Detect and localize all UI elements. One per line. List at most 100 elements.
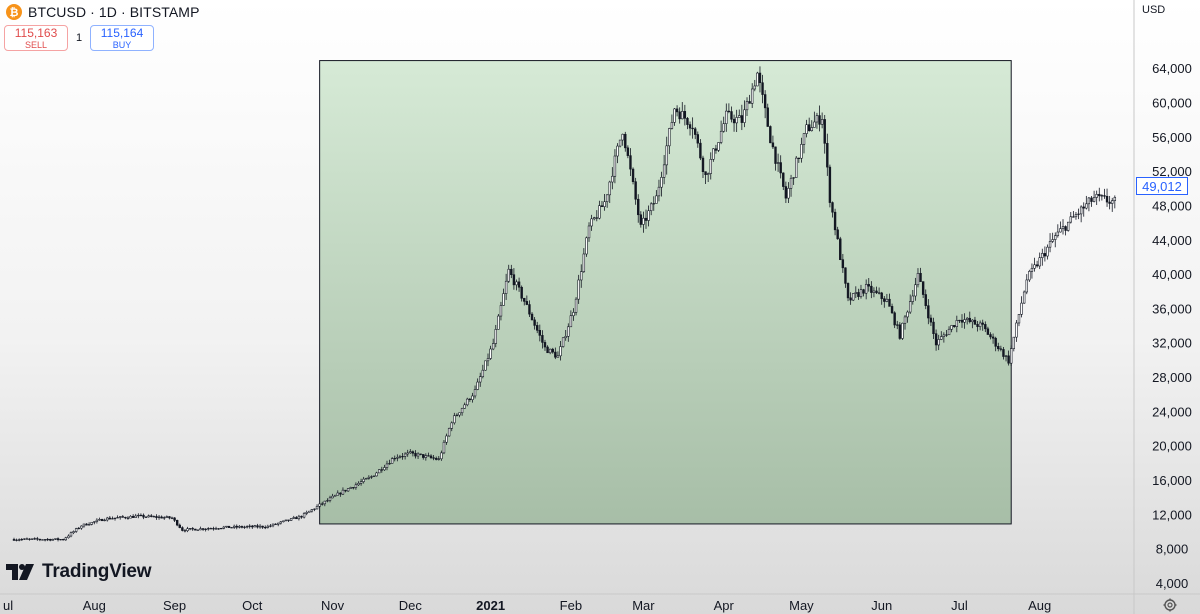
candle [681,102,684,120]
candle [186,526,189,533]
candle [1051,232,1054,244]
candle [365,477,368,480]
candle [494,324,497,348]
candle [100,518,104,522]
y-tick-label: 52,000 [1152,164,1192,179]
gear-icon[interactable] [1163,598,1177,612]
candle [958,319,961,324]
candle [253,524,257,528]
candle [701,155,705,179]
candle [973,316,977,325]
candle [36,536,39,541]
candle [618,139,622,148]
candle [1113,195,1117,209]
candle [1004,355,1008,362]
candle [287,519,290,522]
candle [662,155,666,185]
buy-button[interactable]: 115,164 BUY [90,25,154,51]
candle [971,319,974,329]
candle [447,427,451,437]
candle [763,90,767,119]
candle [528,300,531,318]
candle [214,526,218,530]
candle [87,522,91,526]
candle [302,512,306,519]
candle [1033,257,1036,272]
candle [227,525,231,528]
candle [963,313,966,329]
quantity-value[interactable]: 1 [75,32,83,44]
candle [753,79,756,92]
candle [43,538,47,542]
candle [719,120,723,145]
candle [1020,296,1023,318]
candle [23,538,26,540]
candle [266,524,270,529]
candle [921,281,925,299]
candle [1092,190,1096,203]
candle [194,528,197,531]
candle [196,529,200,531]
candle [758,66,762,93]
candle [504,273,508,300]
candle [305,510,308,516]
symbol-header[interactable]: ₿ BTCUSD · 1D · BITSTAMP [6,2,200,22]
candle [357,481,360,486]
candle [157,514,161,520]
candle [230,527,233,529]
candle [800,137,803,163]
y-tick-label: 56,000 [1152,130,1192,145]
candle [735,109,738,133]
candle [903,315,907,330]
candle [346,488,350,492]
candle [603,194,606,211]
candle [341,487,345,495]
candle [828,164,832,208]
candle [779,155,782,179]
candle [352,487,355,490]
y-tick-label: 28,000 [1152,370,1192,385]
candle [297,514,301,521]
candle [864,279,868,300]
candle [137,513,140,519]
candle [950,324,953,333]
candle [458,412,461,418]
candle [994,336,997,352]
candle [893,311,896,329]
candle [362,476,365,484]
candle [1043,246,1047,262]
candle [1054,232,1057,248]
candle [1010,345,1013,367]
candle [471,392,474,403]
candle [660,171,663,197]
symbol-title[interactable]: BTCUSD · 1D · BITSTAMP [28,4,200,20]
candle [25,537,29,540]
candle [499,301,503,321]
sell-button[interactable]: 115,163 SELL [4,25,68,51]
candle [359,478,363,486]
candle [434,456,438,461]
candle [792,177,795,185]
candle [929,314,933,327]
candle [600,200,604,207]
candle [1059,221,1062,233]
trade-panel: 115,163 SELL 1 115,164 BUY [4,25,154,51]
candle [181,526,184,532]
candle [862,288,865,297]
candle [704,171,707,185]
candle [831,201,834,218]
candle [587,222,591,242]
candle [56,537,60,542]
candle [846,282,850,302]
candle [476,378,479,391]
candle [15,538,18,542]
candle [1048,233,1052,253]
candle [590,214,593,231]
sell-label: SELL [24,39,48,50]
candle [745,97,749,116]
candle [339,492,342,497]
candle [556,351,560,358]
tradingview-brand[interactable]: TradingView [6,561,152,583]
currency-label[interactable]: USD [1142,4,1166,16]
